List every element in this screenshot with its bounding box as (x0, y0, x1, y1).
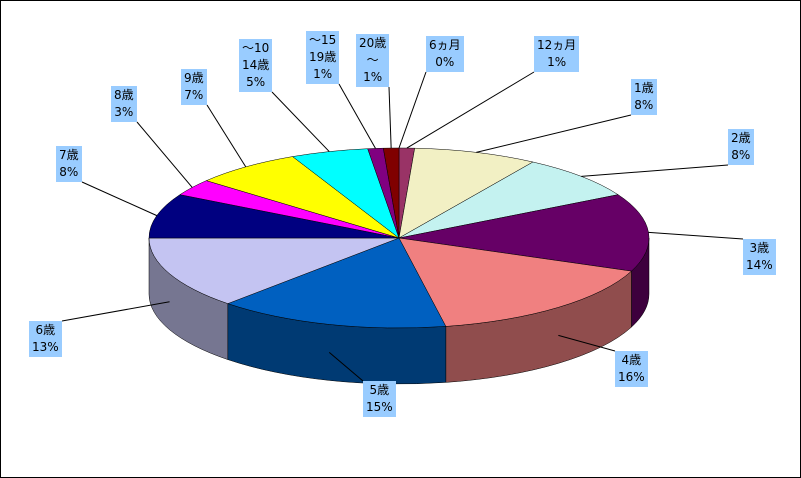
leader-line (558, 334, 616, 352)
data-label: 20歳 ～ 1% (356, 34, 390, 87)
slice (383, 147, 400, 239)
leader-line (388, 86, 392, 149)
data-label: 4歳 16% (615, 351, 648, 387)
leader-line (406, 71, 535, 149)
value-label: 5% (246, 75, 266, 89)
category-label: 1歳 (634, 81, 654, 95)
slice (205, 156, 400, 239)
category-label: 12ヵ月 (537, 38, 577, 52)
leader-line (648, 231, 744, 240)
leader-line (271, 91, 330, 152)
slice (398, 237, 633, 327)
data-label: 5歳 15% (363, 381, 396, 417)
data-label: ～10 14歳 5% (239, 39, 273, 92)
category-label: 2歳 (731, 131, 751, 145)
category-label: 6歳 (35, 323, 56, 337)
value-label: 15% (366, 400, 393, 414)
category-label: ～15 19歳 (309, 33, 337, 64)
value-label: 3% (114, 105, 134, 119)
leader-line (476, 114, 632, 153)
leader-line (581, 164, 729, 177)
value-label: 13% (32, 340, 59, 354)
tops (148, 147, 650, 329)
category-label: 6ヵ月 (429, 38, 461, 52)
value-label: 1% (363, 70, 383, 84)
category-label: 20歳 ～ (359, 36, 387, 67)
data-label: 8歳 3% (111, 86, 137, 122)
data-label: 3歳 14% (743, 239, 776, 275)
leader-line (398, 71, 427, 149)
category-label: 3歳 (749, 241, 770, 255)
leader-line (338, 83, 376, 149)
slice (398, 194, 650, 272)
value-label: 7% (184, 88, 204, 102)
category-label: 9歳 (184, 71, 204, 85)
value-label: 16% (618, 370, 645, 384)
leader-line (81, 181, 158, 217)
data-label: 2歳 8% (728, 129, 754, 165)
data-label: 7歳 8% (56, 146, 82, 182)
value-label: 1% (547, 55, 567, 69)
value-label: 8% (634, 98, 654, 112)
data-label: ～15 19歳 1% (306, 31, 340, 84)
data-label: 1歳 8% (631, 79, 657, 115)
category-label: 7歳 (59, 148, 79, 162)
slice (227, 237, 447, 329)
leader-line (136, 121, 193, 188)
value-label: 1% (313, 67, 333, 81)
leader-line (328, 352, 364, 382)
data-label: 9歳 7% (181, 69, 207, 105)
data-label: 6ヵ月 0% (426, 36, 464, 72)
data-label: 12ヵ月 1% (534, 36, 580, 72)
leaders (61, 71, 744, 382)
value-label: 8% (731, 148, 751, 162)
value-label: 0% (435, 55, 455, 69)
value-label: 14% (746, 258, 773, 272)
category-label: ～10 14歳 (242, 41, 270, 72)
category-label: 5歳 (369, 383, 390, 397)
category-label: 8歳 (114, 88, 134, 102)
category-label: 4歳 (621, 353, 642, 367)
leader-line (206, 104, 247, 168)
data-label: 6歳 13% (29, 321, 62, 357)
leader-line (61, 301, 170, 322)
value-label: 8% (59, 165, 79, 179)
slice (148, 237, 400, 304)
